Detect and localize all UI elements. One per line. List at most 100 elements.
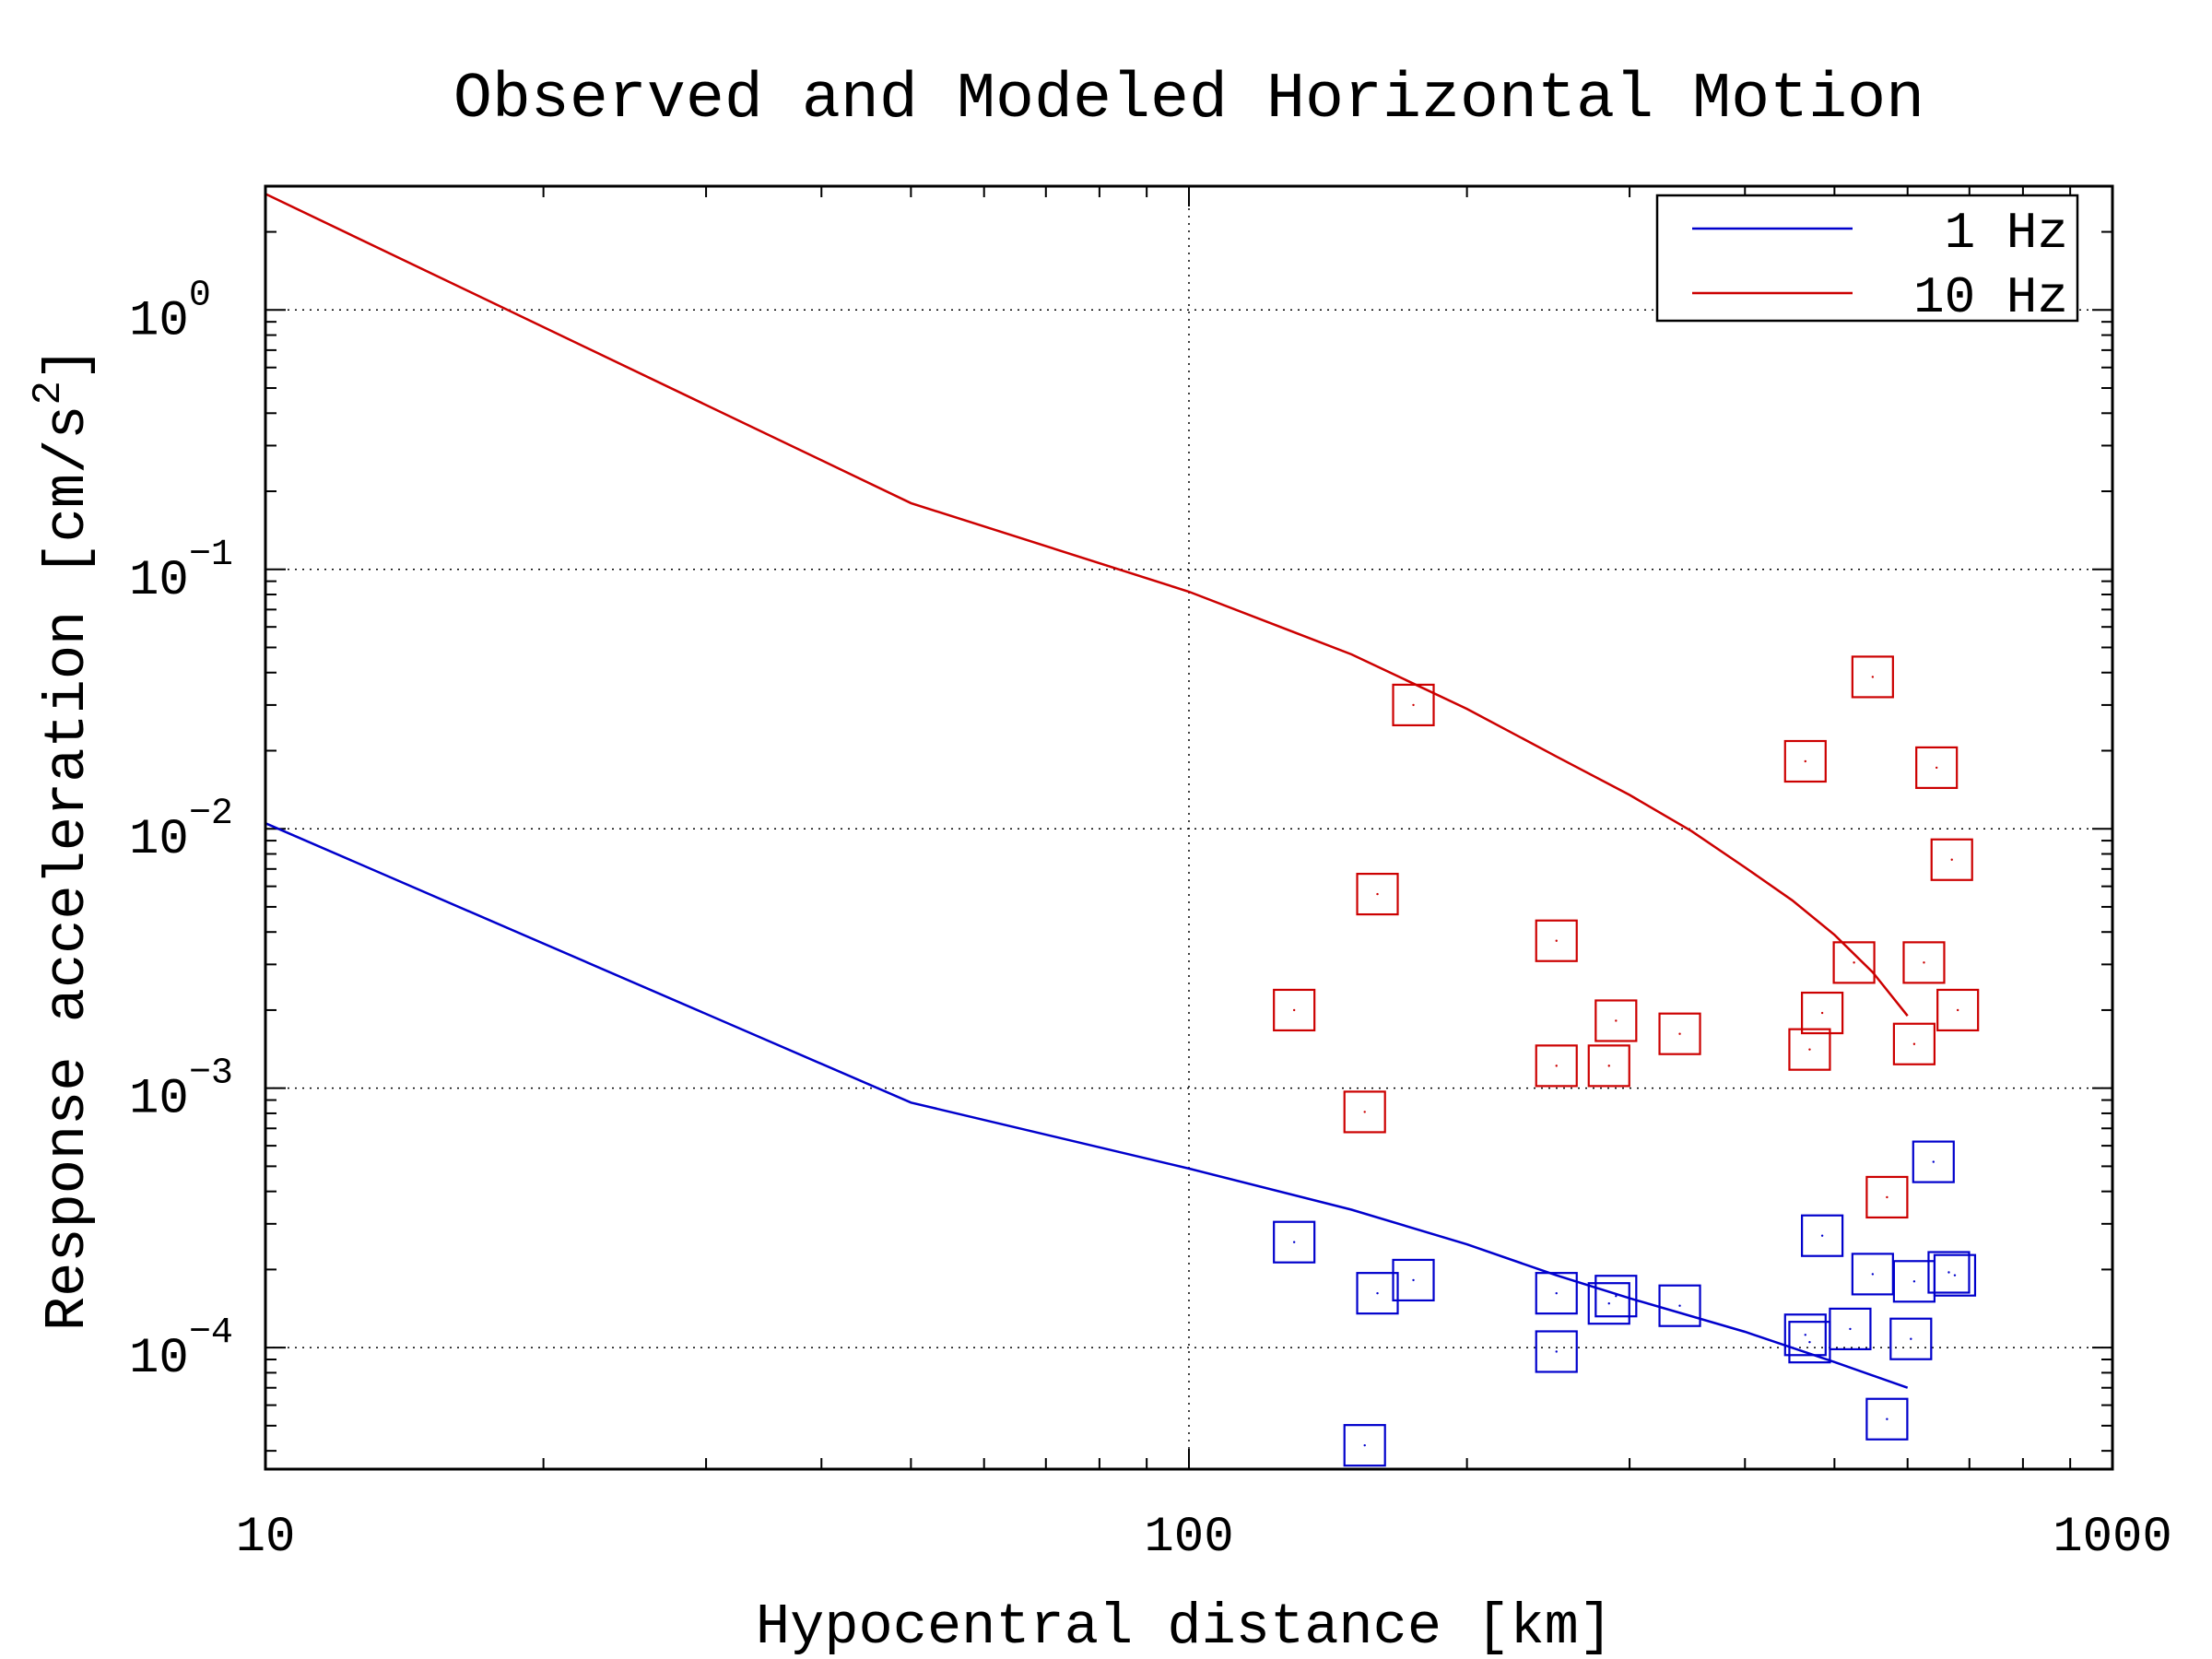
data-point xyxy=(1587,1044,1630,1088)
data-point xyxy=(1889,1317,1933,1360)
model-lines xyxy=(265,193,1909,1389)
y-tick-label-exponent: 0 xyxy=(189,275,211,316)
x-axis-label: Hypocentral distance [km] xyxy=(756,1594,1613,1659)
data-point xyxy=(1535,919,1578,962)
marker-square xyxy=(1801,1214,1844,1257)
marker-dot xyxy=(1912,1280,1916,1283)
marker-square xyxy=(1594,999,1638,1042)
data-point xyxy=(1594,999,1638,1042)
marker-dot xyxy=(1412,1278,1415,1282)
marker-dot xyxy=(1292,1008,1296,1012)
marker-dot xyxy=(1808,1048,1811,1051)
marker-square xyxy=(1392,683,1435,727)
legend-label: 1 Hz xyxy=(1945,204,2068,263)
marker-dot xyxy=(1808,1340,1811,1344)
marker-dot xyxy=(1678,1304,1681,1307)
marker-square xyxy=(1829,1307,1872,1350)
data-point xyxy=(1832,941,1876,984)
data-point xyxy=(1801,991,1844,1035)
marker-dot xyxy=(1953,1274,1957,1277)
marker-dot xyxy=(1923,961,1925,964)
legend-label: 10 Hz xyxy=(1913,268,2068,327)
marker-square xyxy=(1535,1272,1578,1315)
y-tick-label-base: 10 xyxy=(129,1331,189,1387)
line-1-hz xyxy=(265,822,1909,1389)
data-point xyxy=(1892,1022,1936,1065)
marker-dot xyxy=(1363,1443,1366,1447)
data-point xyxy=(1865,1175,1909,1219)
marker-dot xyxy=(1555,1065,1558,1067)
marker-square xyxy=(1535,1044,1578,1088)
data-point xyxy=(1587,1282,1630,1325)
y-tick-label-base: 10 xyxy=(129,553,189,609)
marker-dot xyxy=(1950,858,1953,861)
data-point xyxy=(1658,1012,1701,1055)
data-point xyxy=(1902,941,1946,984)
marker-square xyxy=(1392,1258,1435,1302)
marker-dot xyxy=(1820,1011,1824,1015)
chart-title: Observed and Modeled Horizontal Motion xyxy=(453,64,1924,136)
line-10-hz xyxy=(265,193,1909,1017)
data-point xyxy=(1788,1028,1831,1071)
marker-square xyxy=(1801,991,1844,1035)
data-point xyxy=(1933,1253,1977,1297)
marker-dot xyxy=(1820,1234,1824,1237)
data-point xyxy=(1392,683,1435,727)
marker-dot xyxy=(1849,1327,1852,1331)
marker-square xyxy=(1936,988,1980,1032)
marker-dot xyxy=(1935,766,1938,770)
y-tick-label-base: 10 xyxy=(129,1072,189,1128)
x-tick-label: 100 xyxy=(1144,1510,1233,1566)
marker-square xyxy=(1865,1175,1909,1219)
marker-dot xyxy=(1956,1008,1959,1012)
data-point xyxy=(1783,1313,1827,1357)
marker-square xyxy=(1783,739,1827,783)
y-tick-label-exponent: −3 xyxy=(189,1053,233,1095)
marker-dot xyxy=(1678,1032,1681,1035)
x-tick-label: 1000 xyxy=(2053,1510,2172,1566)
marker-dot xyxy=(1853,961,1855,964)
marker-dot xyxy=(1607,1302,1610,1305)
marker-dot xyxy=(1376,1291,1379,1295)
y-tick-label: 10−1 xyxy=(129,535,233,609)
marker-square xyxy=(1273,1220,1316,1264)
marker-dot xyxy=(1555,1350,1558,1353)
marker-square xyxy=(1783,1313,1827,1357)
data-point xyxy=(1343,1090,1386,1134)
data-point xyxy=(1829,1307,1872,1350)
marker-dot xyxy=(1363,1111,1366,1113)
y-tick-label-exponent: −2 xyxy=(189,794,233,835)
marker-dot xyxy=(1871,1273,1875,1276)
data-point xyxy=(1788,1321,1831,1364)
marker-square xyxy=(1930,838,1973,881)
marker-dot xyxy=(1886,1195,1888,1199)
marker-square xyxy=(1658,1284,1701,1327)
y-axis-label-superscript: 2 xyxy=(26,381,72,405)
marker-square xyxy=(1535,919,1578,962)
marker-dot xyxy=(1555,939,1558,942)
data-point xyxy=(1801,1214,1844,1257)
marker-square xyxy=(1343,1090,1386,1134)
y-axis-label: Response acceleration [cm/s2] xyxy=(26,347,100,1331)
marker-dot xyxy=(1886,1418,1888,1420)
y-tick-label: 10−3 xyxy=(129,1053,233,1128)
data-point xyxy=(1930,838,1973,881)
data-point xyxy=(1356,1272,1399,1315)
axis-ticks xyxy=(265,185,2112,1469)
marker-square xyxy=(1587,1282,1630,1325)
marker-square xyxy=(1587,1044,1630,1088)
y-tick-label: 10−2 xyxy=(129,794,233,868)
data-point xyxy=(1851,1253,1894,1296)
data-point xyxy=(1535,1272,1578,1315)
marker-square xyxy=(1927,1251,1971,1294)
grid xyxy=(265,186,2112,1469)
marker-dot xyxy=(1412,703,1415,707)
y-tick-label: 100 xyxy=(129,275,211,349)
marker-dot xyxy=(1910,1337,1912,1340)
marker-dot xyxy=(1871,676,1875,678)
data-point xyxy=(1535,1330,1578,1373)
marker-square xyxy=(1356,1272,1399,1315)
marker-dot xyxy=(1804,759,1806,763)
marker-dot xyxy=(1615,1019,1618,1022)
